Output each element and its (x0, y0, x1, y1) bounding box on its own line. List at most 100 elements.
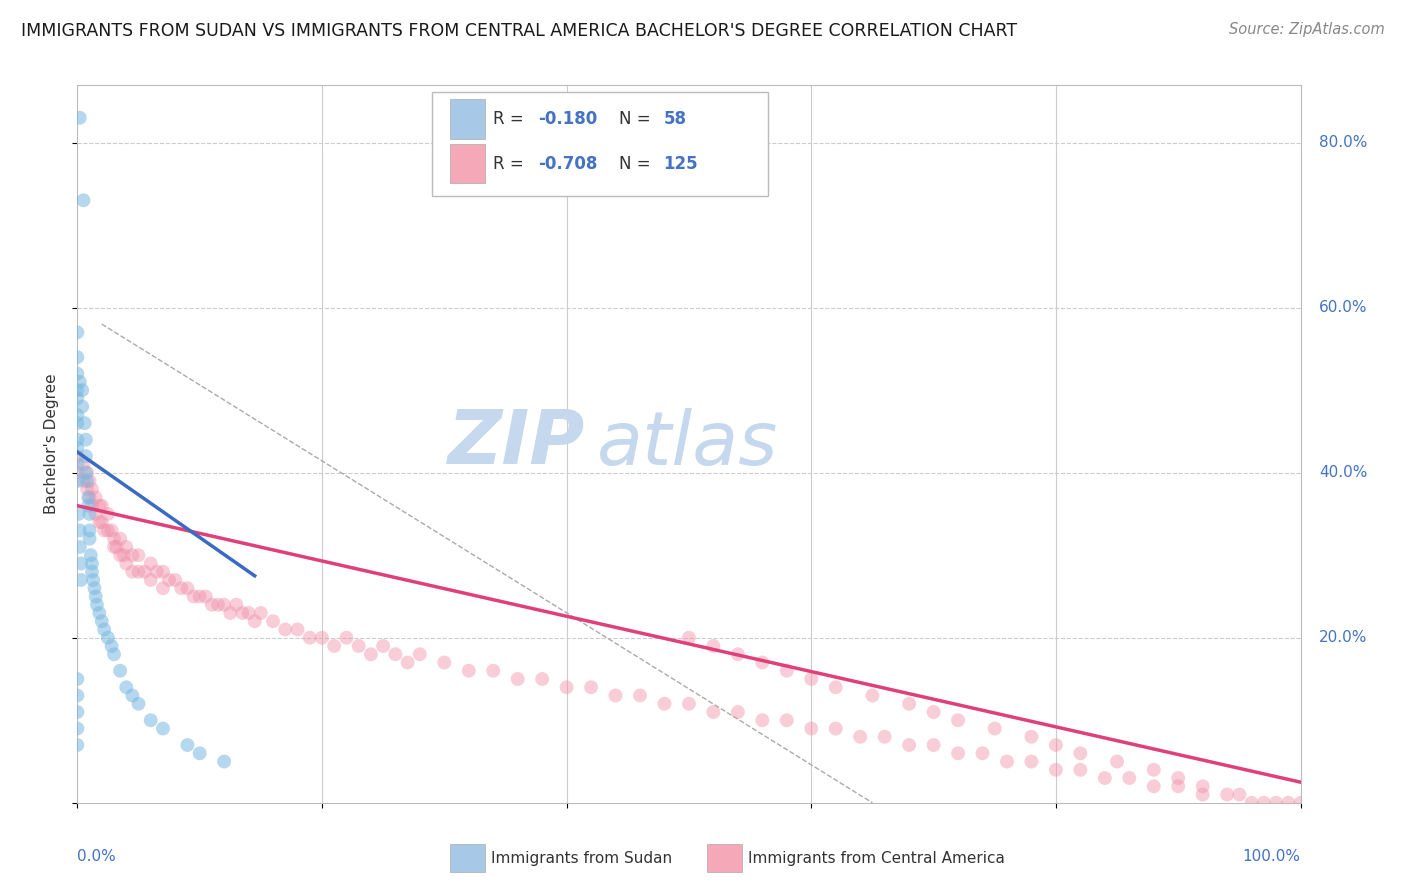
Point (898, 697, 921, 711)
Point (134, 565, 156, 579)
Text: R =: R = (494, 111, 529, 128)
Point (97, 524, 120, 538)
Point (1069, 746, 1091, 760)
Point (77, 499, 100, 513)
Text: 0.0%: 0.0% (77, 849, 117, 864)
Point (298, 631, 321, 645)
Point (72, 194, 94, 208)
Text: 125: 125 (664, 154, 697, 173)
Point (75, 433, 97, 447)
Point (1277, 796, 1299, 810)
FancyBboxPatch shape (432, 92, 769, 196)
Point (66, 326, 89, 340)
Point (115, 557, 138, 571)
Point (360, 647, 382, 661)
Point (115, 540, 138, 554)
Point (139, 713, 162, 727)
Point (127, 697, 149, 711)
Point (776, 664, 799, 678)
Point (121, 548, 143, 562)
Point (531, 672, 554, 686)
Text: 80.0%: 80.0% (1319, 135, 1367, 150)
Text: 60.0%: 60.0% (1319, 300, 1368, 315)
Point (212, 755, 235, 769)
Point (152, 565, 174, 579)
Point (1094, 771, 1116, 785)
Point (103, 647, 125, 661)
Point (108, 532, 131, 546)
Point (80, 557, 103, 571)
Point (79, 524, 101, 538)
Bar (450, 844, 485, 872)
Point (103, 540, 125, 554)
Point (188, 590, 211, 604)
Text: -0.708: -0.708 (538, 154, 598, 173)
Point (311, 631, 333, 645)
Point (82, 573, 104, 587)
Point (1143, 779, 1166, 793)
Point (1167, 771, 1189, 785)
Point (225, 598, 247, 612)
Point (287, 623, 309, 637)
Point (1021, 755, 1043, 769)
Point (127, 548, 149, 562)
Point (157, 573, 180, 587)
Point (139, 573, 162, 587)
Point (76, 474, 98, 488)
Point (898, 738, 921, 752)
Point (1253, 796, 1275, 810)
Point (79, 474, 101, 488)
Point (69, 111, 91, 125)
Point (69, 524, 91, 538)
Point (873, 730, 896, 744)
Point (66, 672, 89, 686)
Point (1229, 788, 1251, 802)
Point (1265, 796, 1288, 810)
Point (89, 499, 111, 513)
Point (1216, 788, 1239, 802)
Point (176, 738, 198, 752)
Point (1069, 763, 1091, 777)
Point (995, 755, 1018, 769)
Point (70, 573, 93, 587)
Point (66, 738, 89, 752)
Point (112, 548, 135, 562)
Point (946, 746, 969, 760)
Point (243, 614, 266, 628)
Point (75, 449, 97, 463)
Point (97, 507, 120, 521)
Point (1107, 755, 1129, 769)
Point (75, 466, 97, 480)
Point (1240, 796, 1263, 810)
Text: IMMIGRANTS FROM SUDAN VS IMMIGRANTS FROM CENTRAL AMERICA BACHELOR'S DEGREE CORRE: IMMIGRANTS FROM SUDAN VS IMMIGRANTS FROM… (21, 22, 1017, 40)
Point (183, 590, 205, 604)
Point (66, 458, 89, 472)
Point (231, 606, 253, 620)
Point (69, 540, 91, 554)
Point (250, 606, 273, 620)
Point (800, 672, 823, 686)
Point (76, 482, 98, 496)
Point (984, 722, 1007, 736)
Bar (450, 144, 485, 184)
Point (396, 656, 419, 670)
Point (605, 689, 627, 703)
Point (69, 375, 91, 389)
Point (121, 565, 143, 579)
Point (93, 524, 115, 538)
Point (77, 491, 100, 505)
Point (1191, 779, 1213, 793)
Point (105, 540, 128, 554)
Point (678, 631, 700, 645)
Text: 100.0%: 100.0% (1243, 849, 1301, 864)
Y-axis label: Bachelor's Degree: Bachelor's Degree (44, 374, 59, 514)
Text: ZIP: ZIP (447, 408, 585, 480)
Point (555, 680, 578, 694)
Point (824, 680, 846, 694)
Point (139, 557, 162, 571)
Point (73, 416, 96, 430)
Text: 58: 58 (664, 111, 686, 128)
Point (108, 664, 131, 678)
Point (335, 631, 357, 645)
Point (1167, 779, 1189, 793)
